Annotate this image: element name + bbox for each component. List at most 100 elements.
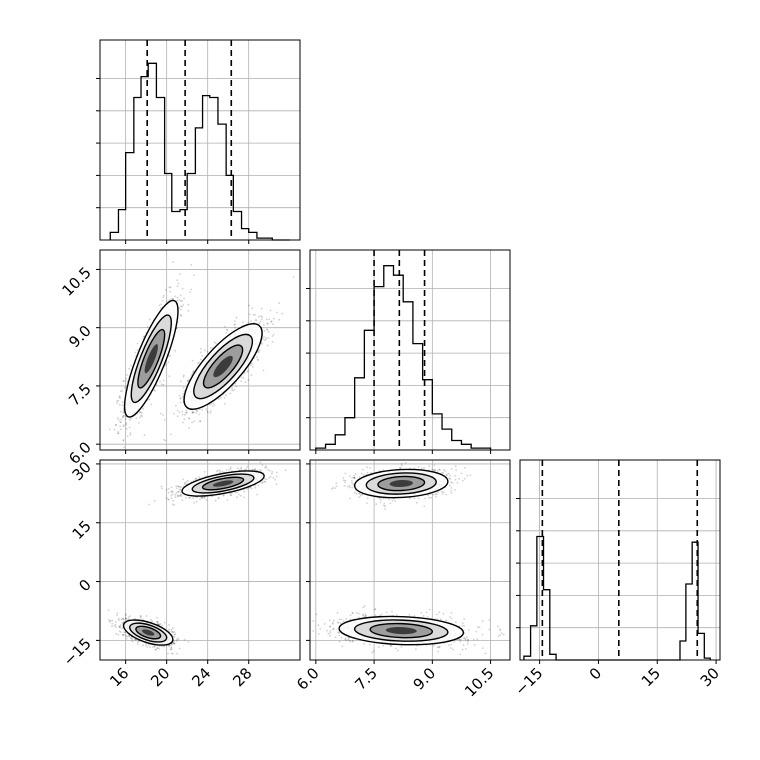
- sample-point: [168, 375, 171, 378]
- sample-point: [168, 286, 171, 289]
- sample-point: [264, 477, 266, 480]
- sample-point: [242, 321, 245, 323]
- sample-point: [240, 494, 242, 497]
- sample-point: [191, 410, 194, 413]
- sample-point: [236, 467, 239, 470]
- sample-point: [170, 297, 173, 300]
- sample-point: [252, 313, 255, 316]
- sample-point: [198, 361, 200, 364]
- sample-point: [264, 480, 267, 483]
- sample-point: [128, 635, 130, 638]
- sample-point: [135, 417, 138, 419]
- sample-point: [174, 349, 177, 352]
- sample-point: [222, 494, 225, 497]
- sample-point: [170, 490, 173, 493]
- sample-point: [186, 379, 189, 382]
- sample-point: [186, 479, 189, 482]
- sample-point: [179, 491, 182, 494]
- sample-point: [267, 337, 270, 339]
- sample-point: [109, 619, 112, 622]
- sample-point: [140, 615, 143, 618]
- sample-point: [140, 414, 143, 417]
- sample-point: [194, 478, 197, 481]
- sample-point: [258, 322, 261, 325]
- sample-point: [188, 417, 190, 420]
- sample-point: [119, 390, 122, 393]
- sample-point: [126, 435, 129, 437]
- sample-point: [183, 297, 185, 300]
- sample-point: [173, 631, 176, 633]
- sample-point: [137, 422, 140, 424]
- sample-point: [108, 620, 111, 623]
- sample-point: [161, 487, 164, 490]
- sample-point: [124, 613, 127, 615]
- sample-point: [121, 404, 124, 407]
- sample-point: [167, 652, 169, 655]
- sample-point: [163, 418, 166, 421]
- sample-point: [261, 482, 263, 484]
- sample-point: [191, 372, 194, 374]
- sample-point: [177, 637, 179, 640]
- sample-point: [259, 468, 261, 471]
- sample-point: [126, 374, 128, 376]
- sample-point: [114, 621, 117, 623]
- sample-point: [193, 274, 195, 276]
- density-contour-0-3: [144, 344, 158, 374]
- sample-point: [113, 428, 116, 431]
- sample-point: [162, 296, 165, 298]
- sample-point: [156, 620, 159, 623]
- sample-point: [176, 494, 179, 497]
- sample-point: [163, 438, 166, 441]
- sample-point: [183, 390, 186, 392]
- sample-point: [128, 635, 131, 637]
- sample-point: [97, 446, 99, 448]
- sample-point: [170, 494, 173, 497]
- sample-point: [155, 620, 158, 623]
- sample-point: [142, 335, 145, 338]
- sample-point: [111, 625, 113, 628]
- sample-point: [174, 493, 177, 496]
- sample-point: [156, 616, 159, 619]
- sample-point: [164, 364, 167, 366]
- sample-point: [146, 326, 149, 328]
- sample-point: [182, 421, 184, 424]
- sample-point: [259, 461, 262, 464]
- sample-point: [121, 633, 124, 636]
- sample-point: [243, 496, 246, 499]
- sample-point: [246, 488, 249, 490]
- sample-point: [183, 638, 186, 641]
- sample-point: [175, 404, 177, 407]
- sample-point: [124, 631, 126, 634]
- sample-point: [141, 415, 144, 418]
- sample-point: [187, 641, 190, 643]
- sample-point: [115, 633, 117, 635]
- sample-point: [170, 486, 173, 489]
- sample-point: [204, 496, 206, 498]
- sample-point: [203, 497, 206, 500]
- y-tick-label: 7.5: [65, 380, 95, 410]
- sample-point: [167, 491, 170, 494]
- sample-point: [154, 389, 156, 392]
- sample-point: [216, 470, 218, 473]
- sample-point: [129, 615, 132, 617]
- sample-point: [131, 638, 133, 641]
- sample-point: [274, 478, 276, 481]
- sample-point: [162, 379, 165, 382]
- sample-point: [203, 470, 206, 473]
- sample-point: [179, 314, 182, 316]
- sample-point: [180, 495, 183, 498]
- sample-point: [263, 336, 265, 338]
- sample-point: [200, 347, 202, 350]
- sample-point: [121, 401, 124, 404]
- density-contour-1-3: [213, 355, 233, 378]
- sample-point: [190, 374, 193, 376]
- sample-point: [160, 383, 163, 386]
- sample-point: [134, 638, 137, 641]
- sample-point: [123, 379, 125, 382]
- sample-point: [238, 493, 241, 496]
- sample-point: [226, 328, 228, 331]
- sample-point: [160, 485, 163, 488]
- sample-point: [229, 492, 231, 495]
- x-tick-label: 0: [586, 664, 605, 683]
- sample-point: [261, 316, 263, 318]
